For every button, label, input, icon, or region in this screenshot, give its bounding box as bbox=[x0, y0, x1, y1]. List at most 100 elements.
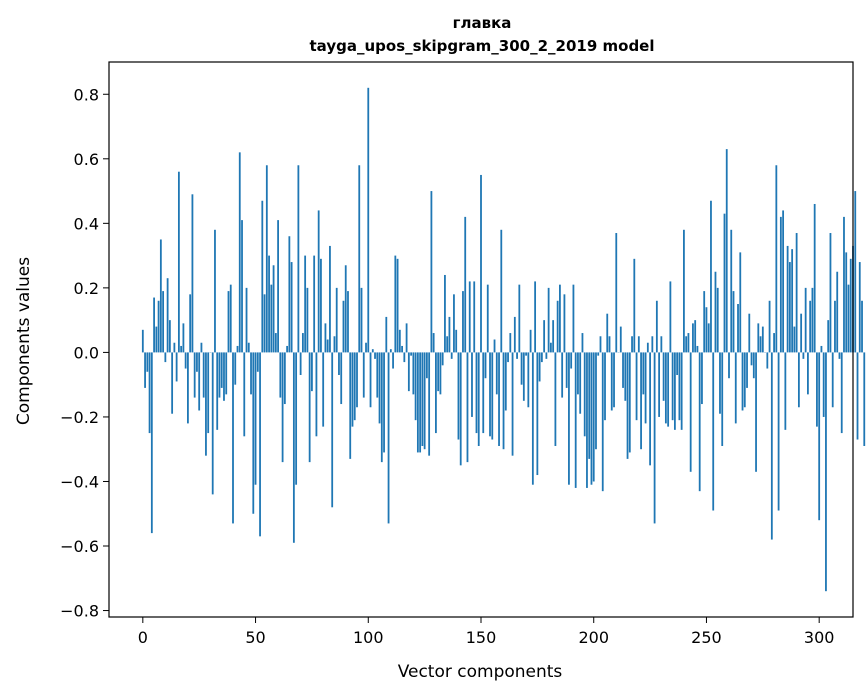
bar-4 bbox=[150, 352, 153, 534]
bar-88 bbox=[340, 352, 343, 405]
bar-148 bbox=[475, 352, 478, 434]
bar-77 bbox=[315, 352, 318, 437]
bar-29 bbox=[207, 352, 210, 434]
bar-306 bbox=[831, 352, 834, 408]
bar-263 bbox=[734, 352, 737, 424]
bar-300 bbox=[818, 352, 821, 521]
bar-308 bbox=[836, 271, 839, 353]
bar-280 bbox=[773, 333, 775, 353]
bar-136 bbox=[448, 316, 451, 353]
bar-215 bbox=[626, 352, 629, 459]
bar-246 bbox=[696, 345, 699, 353]
bar-172 bbox=[529, 329, 532, 353]
bar-133 bbox=[441, 352, 444, 366]
bar-173 bbox=[531, 352, 534, 485]
bar-255 bbox=[716, 287, 719, 353]
bar-113 bbox=[396, 258, 399, 353]
bar-118 bbox=[407, 352, 410, 392]
bar-65 bbox=[288, 236, 291, 353]
bar-15 bbox=[175, 352, 178, 382]
bar-159 bbox=[500, 229, 503, 353]
bar-157 bbox=[495, 352, 498, 395]
bar-316 bbox=[854, 191, 857, 353]
bar-165 bbox=[513, 316, 516, 353]
bar-295 bbox=[807, 352, 809, 395]
bar-75 bbox=[311, 352, 313, 392]
bar-33 bbox=[216, 352, 219, 430]
bar-289 bbox=[793, 326, 796, 353]
bar-226 bbox=[651, 336, 654, 353]
bar-270 bbox=[750, 352, 753, 366]
bar-98 bbox=[362, 352, 365, 398]
bar-224 bbox=[646, 342, 649, 353]
bar-243 bbox=[689, 352, 692, 472]
bar-109 bbox=[387, 352, 390, 524]
bar-179 bbox=[545, 352, 548, 359]
bar-70 bbox=[299, 352, 302, 375]
bar-238 bbox=[678, 352, 681, 421]
bar-49 bbox=[252, 352, 255, 514]
bar-155 bbox=[491, 352, 494, 440]
bar-169 bbox=[522, 352, 525, 401]
bar-262 bbox=[732, 291, 735, 353]
bar-93 bbox=[351, 352, 354, 427]
x-axis-ticks: 0 50 100 150 200 250 300 bbox=[138, 617, 834, 647]
bar-183 bbox=[554, 352, 557, 446]
bar-115 bbox=[401, 345, 403, 353]
bar-151 bbox=[482, 352, 485, 434]
bar-170 bbox=[525, 352, 527, 356]
bar-318 bbox=[858, 262, 861, 353]
bar-189 bbox=[568, 352, 570, 485]
bar-121 bbox=[414, 352, 417, 421]
y-tick-label-0: −0.8 bbox=[60, 602, 99, 621]
bar-42 bbox=[236, 345, 239, 353]
bar-221 bbox=[640, 352, 642, 450]
bar-69 bbox=[297, 165, 300, 353]
bar-266 bbox=[741, 352, 744, 411]
bar-202 bbox=[597, 352, 600, 356]
bar-184 bbox=[556, 300, 559, 353]
bar-320 bbox=[863, 352, 866, 446]
bar-138 bbox=[453, 294, 455, 353]
bar-153 bbox=[486, 284, 489, 353]
bar-35 bbox=[220, 352, 223, 388]
y-tick-label-1: −0.6 bbox=[60, 537, 99, 556]
bar-297 bbox=[811, 287, 814, 353]
bar-230 bbox=[660, 336, 663, 353]
bar-257 bbox=[721, 352, 724, 446]
bar-0 bbox=[141, 329, 144, 353]
bar-232 bbox=[664, 352, 667, 424]
chart-title-line2: tayga_upos_skipgram_300_2_2019 model bbox=[310, 37, 655, 55]
bar-195 bbox=[581, 333, 584, 353]
bar-56 bbox=[268, 255, 270, 353]
bar-91 bbox=[347, 291, 349, 353]
bar-140 bbox=[457, 352, 460, 440]
bar-193 bbox=[577, 352, 579, 395]
bar-234 bbox=[669, 281, 672, 353]
bar-74 bbox=[308, 352, 311, 463]
y-axis-label: Components values bbox=[14, 257, 34, 425]
y-tick-label-7: 0.6 bbox=[74, 150, 99, 169]
bar-73 bbox=[306, 287, 309, 353]
bar-124 bbox=[421, 352, 424, 446]
bar-281 bbox=[775, 165, 778, 353]
bar-17 bbox=[180, 345, 183, 353]
bar-150 bbox=[480, 174, 482, 353]
bar-53 bbox=[261, 200, 264, 353]
bar-268 bbox=[746, 352, 748, 388]
bar-60 bbox=[277, 220, 279, 353]
bar-205 bbox=[604, 352, 606, 421]
bar-123 bbox=[419, 352, 422, 453]
bar-240 bbox=[683, 229, 685, 353]
bar-9 bbox=[162, 291, 165, 353]
bar-117 bbox=[405, 323, 408, 353]
bar-63 bbox=[283, 352, 286, 405]
bar-273 bbox=[757, 323, 760, 353]
bar-267 bbox=[743, 352, 746, 408]
bar-106 bbox=[380, 352, 383, 463]
bar-163 bbox=[509, 333, 512, 353]
bar-158 bbox=[498, 352, 500, 446]
bar-288 bbox=[791, 249, 794, 353]
bar-239 bbox=[680, 352, 683, 430]
bar-204 bbox=[601, 352, 604, 492]
